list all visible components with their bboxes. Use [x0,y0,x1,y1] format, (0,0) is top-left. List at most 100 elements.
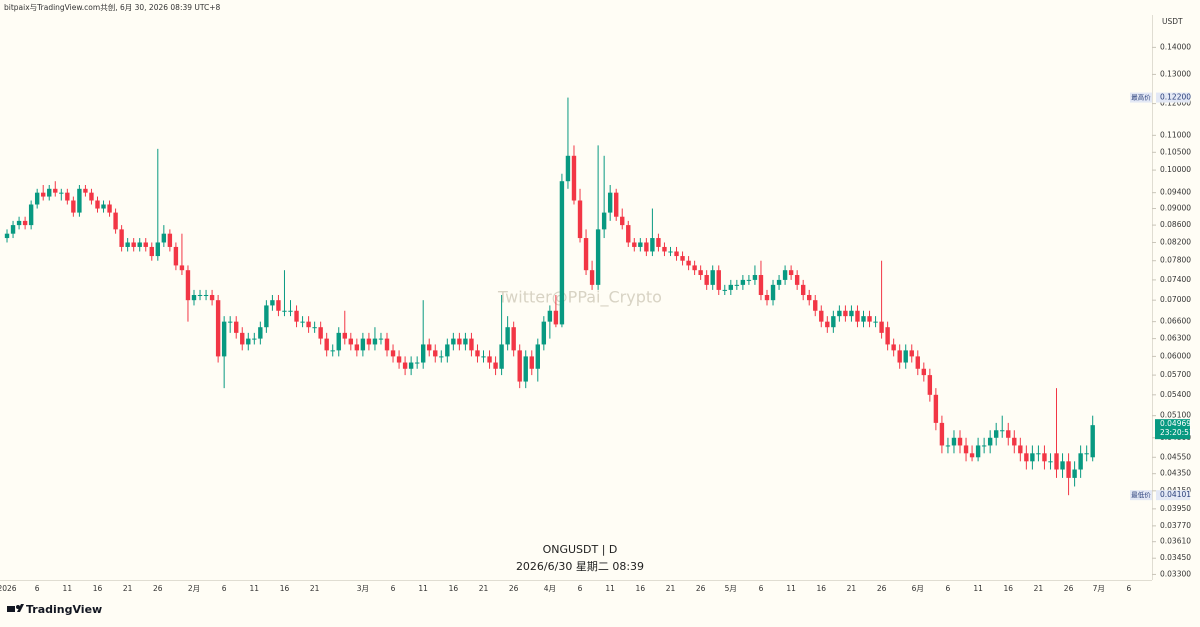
x-tick-label: 16 [1003,584,1013,593]
candle-body [1054,453,1059,470]
y-tick-label: 0.10500 [1160,147,1191,156]
candle-body [59,192,64,194]
candle-body [1072,469,1077,478]
candle-body [143,242,148,247]
y-tick-label: 0.03950 [1160,504,1191,513]
candle-body [867,316,872,322]
candle-body [849,310,854,317]
x-tick-label: 6 [1126,584,1131,593]
candle-body [288,310,293,312]
x-tick-label: 26 [696,584,706,593]
x-tick-label: 26 [509,584,519,593]
candle-body [638,242,643,247]
annotation-text: 最低价 [1131,490,1151,499]
candle-body [981,445,987,447]
y-tick-label: 0.13000 [1160,69,1191,78]
candle-body [819,310,824,322]
candle-body [53,188,58,193]
x-tick-label: 6月 [912,584,924,593]
y-tick-label: 0.12000 [1160,99,1191,108]
candle-body [119,229,124,247]
candle-body [686,260,691,266]
y-tick-label: 0.08200 [1160,237,1191,246]
x-tick-label: 2月 [188,584,200,593]
watermark: Twitter@PPai_Crypto [497,288,662,308]
candle-body [987,437,993,446]
candle-body [644,242,649,252]
candle-body [861,316,866,322]
annotation-tag [1130,490,1152,501]
candle-body [589,270,595,285]
y-tick-label: 0.03300 [1160,569,1191,578]
candle-body [975,445,981,458]
x-tick-label: 6 [578,584,583,593]
x-tick-label: 21 [479,584,489,593]
candle-body [1042,453,1047,462]
candle-body [571,155,577,201]
candle-body [583,238,589,271]
candle-body [535,344,540,369]
candle-body [879,321,884,333]
candle-body [378,338,384,340]
candle-body [167,233,173,247]
candle-body [234,321,239,333]
x-tick-label: 21 [847,584,857,593]
candle-body [89,192,94,201]
candle-body [831,316,836,328]
candle-body [595,229,601,285]
candle-body [414,362,420,364]
candle-body [662,246,667,252]
x-tick-label: 16 [817,584,827,593]
candle-body [499,344,504,369]
y-tick-label: 0.07800 [1160,256,1191,265]
candle-body [933,394,939,423]
candle-body [22,220,28,226]
candle-body [481,356,486,358]
candle-body [215,300,221,357]
annotation-tag [1130,92,1152,103]
candle-body [614,192,619,217]
candle-body [16,220,22,226]
candle-body [131,242,136,247]
candle-body [1060,461,1065,470]
candle-body [517,350,522,382]
candle-body [1090,425,1095,458]
x-tick-label: 16 [280,584,290,593]
y-tick-label: 0.03450 [1160,553,1191,562]
candle-body [1084,453,1089,455]
y-tick-label: 0.05400 [1160,390,1191,399]
candle-body [306,321,311,328]
candle-body [4,233,10,239]
y-tick-label: 0.04550 [1160,452,1191,461]
candle-body [348,338,354,345]
candle-body [227,321,233,323]
candle-body [342,332,347,339]
candle-body [776,279,782,285]
candle-body [559,181,565,325]
candle-body [740,279,746,285]
y-tick-label: 0.07000 [1160,295,1191,304]
candle-body [71,200,76,213]
logo-mark [7,606,15,612]
candle-body [264,305,269,328]
candle-body [704,275,709,285]
candle-body [782,270,788,280]
candle-body [1030,453,1035,462]
brand-logo: TradingView [7,603,102,616]
candle-body [855,310,860,322]
candle-body [173,246,179,266]
candle-body [252,338,257,340]
x-tick-label: 11 [973,584,983,593]
candle-body [674,251,679,257]
candle-body [921,368,927,376]
candle-body [270,300,275,306]
candle-body [209,295,215,301]
candle-body [427,344,432,351]
candle-body [813,300,818,311]
candle-body [439,356,444,358]
candle-body [95,200,100,209]
candle-body [161,233,167,243]
candle-body [451,338,456,345]
